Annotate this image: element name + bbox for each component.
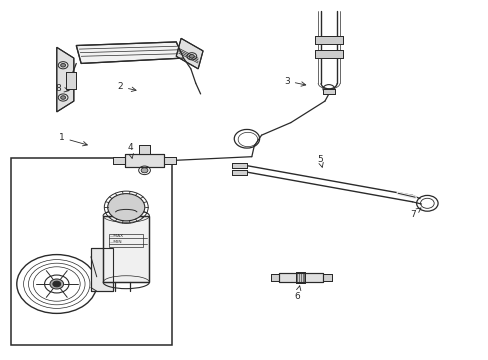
Text: 4: 4 bbox=[127, 143, 133, 158]
Bar bbox=[113, 157, 125, 164]
Bar bbox=[91, 248, 113, 291]
Polygon shape bbox=[76, 42, 183, 63]
Bar bbox=[278, 273, 322, 282]
Bar bbox=[163, 157, 176, 164]
Text: 5: 5 bbox=[317, 155, 323, 167]
Bar bbox=[295, 272, 305, 283]
Bar bbox=[271, 274, 278, 281]
Circle shape bbox=[189, 54, 194, 58]
Bar bbox=[103, 216, 149, 282]
Bar bbox=[65, 72, 76, 89]
Circle shape bbox=[50, 279, 63, 289]
Circle shape bbox=[107, 194, 144, 221]
Bar bbox=[232, 163, 246, 168]
Text: 1: 1 bbox=[59, 133, 87, 146]
Bar bbox=[315, 36, 343, 44]
Bar bbox=[103, 216, 149, 282]
Bar bbox=[232, 163, 246, 168]
Polygon shape bbox=[176, 39, 203, 69]
Bar bbox=[163, 157, 176, 164]
Bar bbox=[323, 89, 334, 94]
Text: 7: 7 bbox=[409, 208, 420, 219]
Bar bbox=[113, 157, 125, 164]
Polygon shape bbox=[57, 47, 74, 112]
Bar bbox=[271, 274, 278, 281]
Bar bbox=[109, 234, 143, 247]
Text: —MAX: —MAX bbox=[109, 234, 123, 238]
Text: —MIN: —MIN bbox=[109, 240, 122, 244]
Text: 6: 6 bbox=[294, 286, 300, 301]
Circle shape bbox=[141, 168, 148, 173]
Bar bbox=[315, 50, 343, 58]
Bar bbox=[295, 272, 305, 283]
Bar bbox=[125, 154, 163, 167]
Bar bbox=[125, 154, 163, 167]
Bar bbox=[139, 145, 150, 154]
Bar bbox=[322, 274, 331, 281]
Bar bbox=[232, 170, 246, 175]
Bar bbox=[278, 273, 322, 282]
Bar bbox=[139, 145, 150, 154]
Bar bbox=[91, 248, 113, 291]
Text: 2: 2 bbox=[117, 82, 136, 91]
Bar bbox=[315, 36, 343, 44]
Circle shape bbox=[53, 281, 61, 287]
Circle shape bbox=[61, 96, 65, 99]
Text: 8: 8 bbox=[55, 84, 69, 93]
Bar bbox=[323, 89, 334, 94]
Bar bbox=[65, 72, 76, 89]
Circle shape bbox=[61, 63, 65, 67]
Bar bbox=[315, 50, 343, 58]
Bar bbox=[322, 274, 331, 281]
Bar bbox=[11, 158, 172, 345]
Text: 3: 3 bbox=[284, 77, 305, 86]
Bar bbox=[232, 170, 246, 175]
